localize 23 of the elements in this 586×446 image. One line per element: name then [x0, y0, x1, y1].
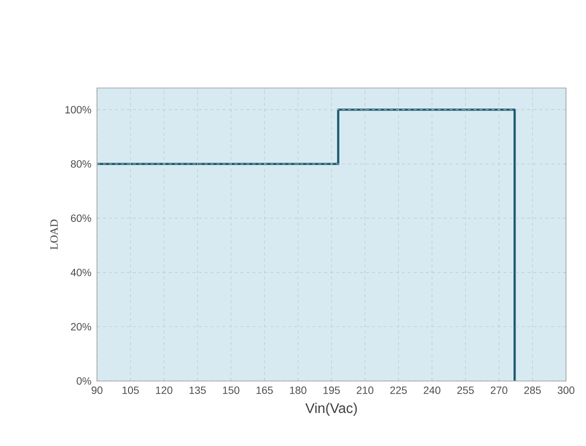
x-tick-label: 210: [356, 386, 374, 394]
x-tick-label: 165: [256, 386, 273, 394]
y-tick-label: 60%: [70, 214, 92, 222]
x-tick-label: 120: [156, 386, 172, 394]
x-tick-label: 150: [223, 386, 240, 394]
y-tick-label: 80%: [70, 160, 92, 168]
y-tick-label: 0%: [76, 377, 92, 385]
x-tick-label: 270: [490, 386, 508, 394]
x-tick-label: 180: [290, 386, 306, 394]
x-tick-label: 240: [424, 386, 440, 394]
x-tick-label: 255: [457, 386, 474, 394]
x-tick-label: 195: [324, 386, 340, 394]
y-axis-title: LOAD: [50, 220, 58, 250]
x-tick-label: 300: [558, 386, 574, 394]
y-tick-label: 100%: [65, 106, 92, 114]
x-tick-label: 225: [390, 386, 407, 394]
x-tick-label: 285: [524, 386, 541, 394]
y-tick-label: 40%: [70, 268, 92, 276]
x-tick-label: 90: [92, 386, 102, 394]
x-tick-label: 105: [122, 386, 139, 394]
x-tick-label: 135: [190, 386, 206, 394]
y-tick-label: 20%: [70, 323, 92, 330]
x-axis-title: Vin(Vac): [305, 402, 357, 416]
